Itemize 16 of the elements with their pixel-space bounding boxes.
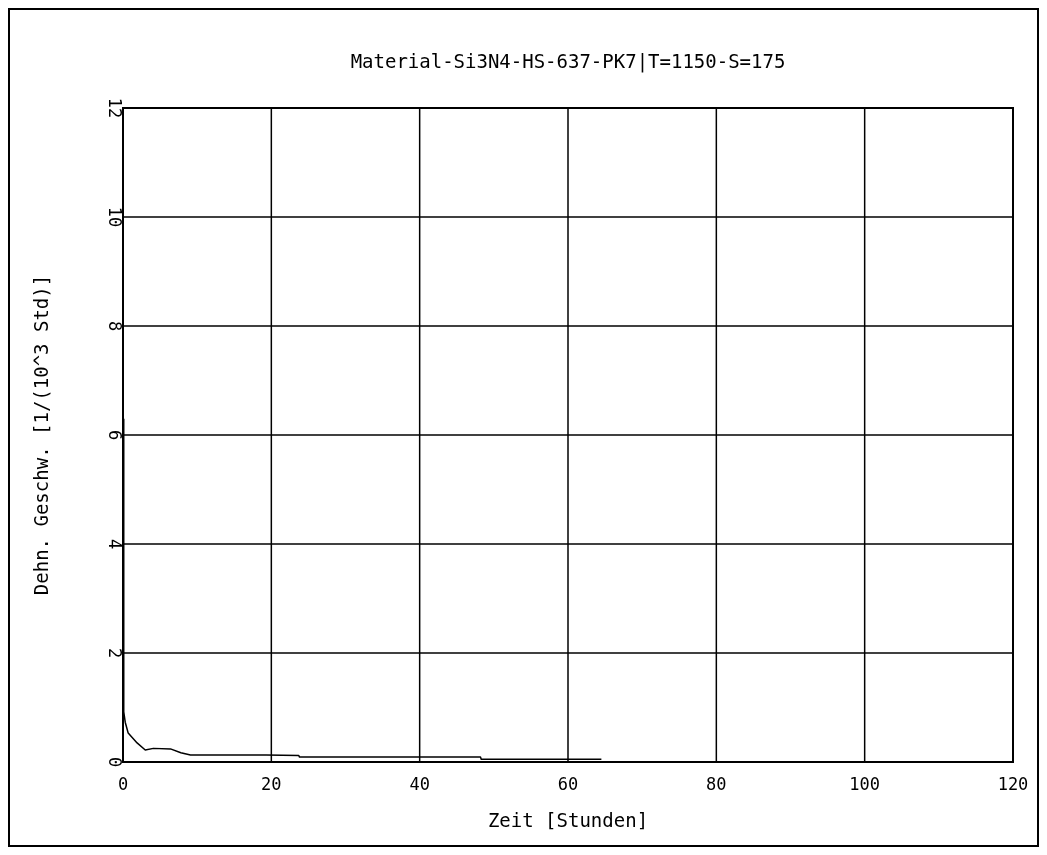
x-tick-label: 80 bbox=[706, 774, 727, 794]
y-tick-label: 12 bbox=[105, 97, 125, 119]
y-tick-label: 4 bbox=[105, 538, 125, 550]
x-tick-label: 20 bbox=[261, 774, 282, 794]
y-tick-label: 8 bbox=[105, 320, 125, 332]
y-tick-label: 2 bbox=[105, 647, 125, 659]
y-tick-label: 0 bbox=[105, 756, 125, 768]
chart-title: Material-Si3N4-HS-637-PK7|T=1150-S=175 bbox=[350, 50, 786, 73]
x-tick-label: 40 bbox=[409, 774, 430, 794]
y-tick-label: 6 bbox=[105, 429, 125, 441]
x-tick-label: 100 bbox=[849, 774, 881, 794]
x-tick-label: 120 bbox=[997, 774, 1029, 794]
x-axis-title: Zeit [Stunden] bbox=[487, 809, 649, 831]
y-tick-label: 10 bbox=[105, 206, 125, 228]
x-tick-label: 60 bbox=[557, 774, 579, 794]
y-axis-title: Dehn. Geschw. [1/(10^3 Std)] bbox=[30, 274, 52, 596]
